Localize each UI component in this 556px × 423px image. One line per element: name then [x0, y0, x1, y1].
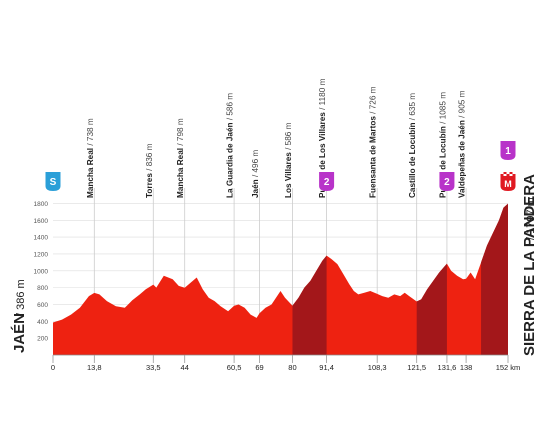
climb-segment	[481, 203, 508, 355]
waypoint-name: Torres	[145, 173, 154, 198]
waypoint-altitude: / 586 m	[226, 93, 235, 123]
start-badge: S	[45, 172, 61, 191]
x-tick-label: 80	[288, 363, 296, 372]
waypoint-label: Valdepeñas de Jaén / 905 m	[458, 90, 467, 198]
climb-category-badge-shape	[439, 172, 455, 191]
y-tick-label: 200	[37, 336, 48, 343]
waypoint-name: Los Villares	[284, 152, 293, 198]
y-tick-label: 1600	[34, 218, 49, 225]
start-finish-labels: JAÉN / 386 m SIERRA DE LA PANDERA / 1797…	[11, 174, 538, 356]
x-axis-ticks: 0 13,8 33,5 44 60,5 69 80 91,4 108,3 121,5 131,6 13…	[51, 355, 520, 372]
finish-checker	[509, 174, 513, 176]
waypoint-altitude: / 738 m	[86, 118, 95, 148]
climb-segment	[416, 263, 447, 355]
x-tick-label: 131,6	[438, 363, 457, 372]
profile-area-fill	[53, 203, 508, 355]
waypoint-label: Castillo de Locubín / 635 m	[408, 93, 417, 198]
x-tick-label: 0	[51, 363, 55, 372]
start-badge-label: S	[50, 177, 57, 188]
x-tick-label: 91,4	[319, 363, 334, 372]
profile-area	[53, 203, 508, 356]
y-tick-label: 1000	[34, 268, 49, 275]
finish-checker	[503, 174, 507, 176]
waypoint-altitude: / 798 m	[176, 118, 185, 148]
finish-checker	[512, 172, 516, 174]
x-tick-label: 138	[460, 363, 473, 372]
waypoint-name: Castillo de Locubín	[408, 122, 417, 198]
finish-badge: M	[500, 172, 516, 191]
waypoint-altitude: / 586 m	[284, 122, 293, 152]
climb-segment	[292, 255, 327, 355]
x-tick-label: 152 km	[496, 363, 521, 372]
start-altitude: / 386 m	[15, 279, 27, 316]
waypoint-altitude: / 1085 m	[438, 92, 447, 126]
finish-altitude: / 1797 m	[525, 197, 537, 240]
waypoint-altitude: / 1180 m	[318, 78, 327, 112]
y-tick-label: 1200	[34, 251, 49, 258]
waypoint-label: Jaén / 496 m	[251, 150, 260, 198]
x-tick-label: 60,5	[227, 363, 242, 372]
climb-category-badge-label: 2	[324, 177, 330, 188]
waypoint-name: Puerto de Locubín	[438, 126, 447, 198]
finish-climb-category-badge-label: 1	[505, 146, 511, 157]
waypoint-name: Mancha Real	[86, 148, 95, 198]
climb-category-badge-shape	[319, 172, 335, 191]
waypoint-label: Fuensanta de Martos / 726 m	[369, 86, 378, 198]
waypoint-labels: Mancha Real / 738 m Torres / 836 m Mancha …	[86, 78, 467, 198]
start-name: JAÉN	[11, 313, 28, 353]
x-tick-label: 33,5	[146, 363, 161, 372]
waypoint-label: La Guardia de Jaén / 586 m	[226, 93, 235, 198]
waypoint-altitude: / 836 m	[145, 143, 154, 173]
climb-badges: S 2 2 1 M	[45, 141, 516, 191]
waypoint-altitude: / 635 m	[408, 93, 417, 123]
waypoint-altitude: / 496 m	[251, 150, 260, 180]
y-tick-label: 400	[37, 319, 48, 326]
y-tick-label: 1800	[34, 201, 49, 208]
waypoint-label: Mancha Real / 738 m	[86, 118, 95, 198]
y-tick-label: 600	[37, 302, 48, 309]
x-tick-label: 121,5	[407, 363, 426, 372]
waypoint-label: Puerto de Los Villares / 1180 m	[318, 78, 327, 198]
y-axis-tick-labels: 200 400 600 800 1000 1200 1400 1600 1800	[34, 201, 49, 343]
x-tick-label: 69	[255, 363, 263, 372]
x-tick-label: 44	[181, 363, 189, 372]
waypoint-name: Valdepeñas de Jaén	[458, 120, 467, 198]
waypoint-name: Jaén	[251, 179, 260, 198]
waypoint-label: Mancha Real / 798 m	[176, 118, 185, 198]
waypoint-name: Puerto de Los Villares	[318, 112, 327, 198]
start-badge-shape	[45, 172, 61, 191]
waypoint-label: Torres / 836 m	[145, 143, 154, 198]
finish-badge-label: M	[504, 179, 512, 189]
finish-climb-category-badge-shape	[500, 141, 516, 160]
waypoint-altitude: / 905 m	[458, 90, 467, 120]
waypoint-altitude: / 726 m	[369, 86, 378, 116]
waypoint-name: La Guardia de Jaén	[226, 122, 235, 198]
waypoint-name: Mancha Real	[176, 148, 185, 198]
y-tick-label: 800	[37, 285, 48, 292]
x-tick-label: 13,8	[87, 363, 102, 372]
climb-category-badge: 2	[319, 172, 335, 191]
finish-checker	[500, 172, 504, 174]
climb-category-badge: 2	[439, 172, 455, 191]
finish-checker	[506, 172, 510, 174]
waypoint-label: Los Villares / 586 m	[284, 122, 293, 198]
waypoint-name: Fuensanta de Martos	[369, 116, 378, 198]
finish-name: SIERRA DE LA PANDERA	[521, 174, 538, 356]
waypoint-label: Puerto de Locubín / 1085 m	[438, 92, 447, 198]
finish-climb-category-badge: 1	[500, 141, 516, 160]
finish-badge-shape	[500, 172, 516, 191]
y-tick-label: 1400	[34, 235, 49, 242]
climb-category-badge-label: 2	[444, 177, 450, 188]
x-tick-label: 108,3	[368, 363, 387, 372]
